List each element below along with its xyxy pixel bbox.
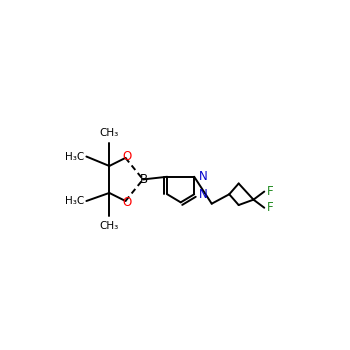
Text: O: O <box>122 150 131 163</box>
Text: F: F <box>266 185 273 198</box>
Text: B: B <box>140 173 148 186</box>
Text: F: F <box>266 201 273 214</box>
Text: CH₃: CH₃ <box>100 128 119 138</box>
Text: N: N <box>198 170 207 183</box>
Text: CH₃: CH₃ <box>100 221 119 231</box>
Text: N: N <box>198 188 207 201</box>
Text: H₃C: H₃C <box>65 152 84 162</box>
Text: H₃C: H₃C <box>65 196 84 206</box>
Text: O: O <box>122 196 131 209</box>
